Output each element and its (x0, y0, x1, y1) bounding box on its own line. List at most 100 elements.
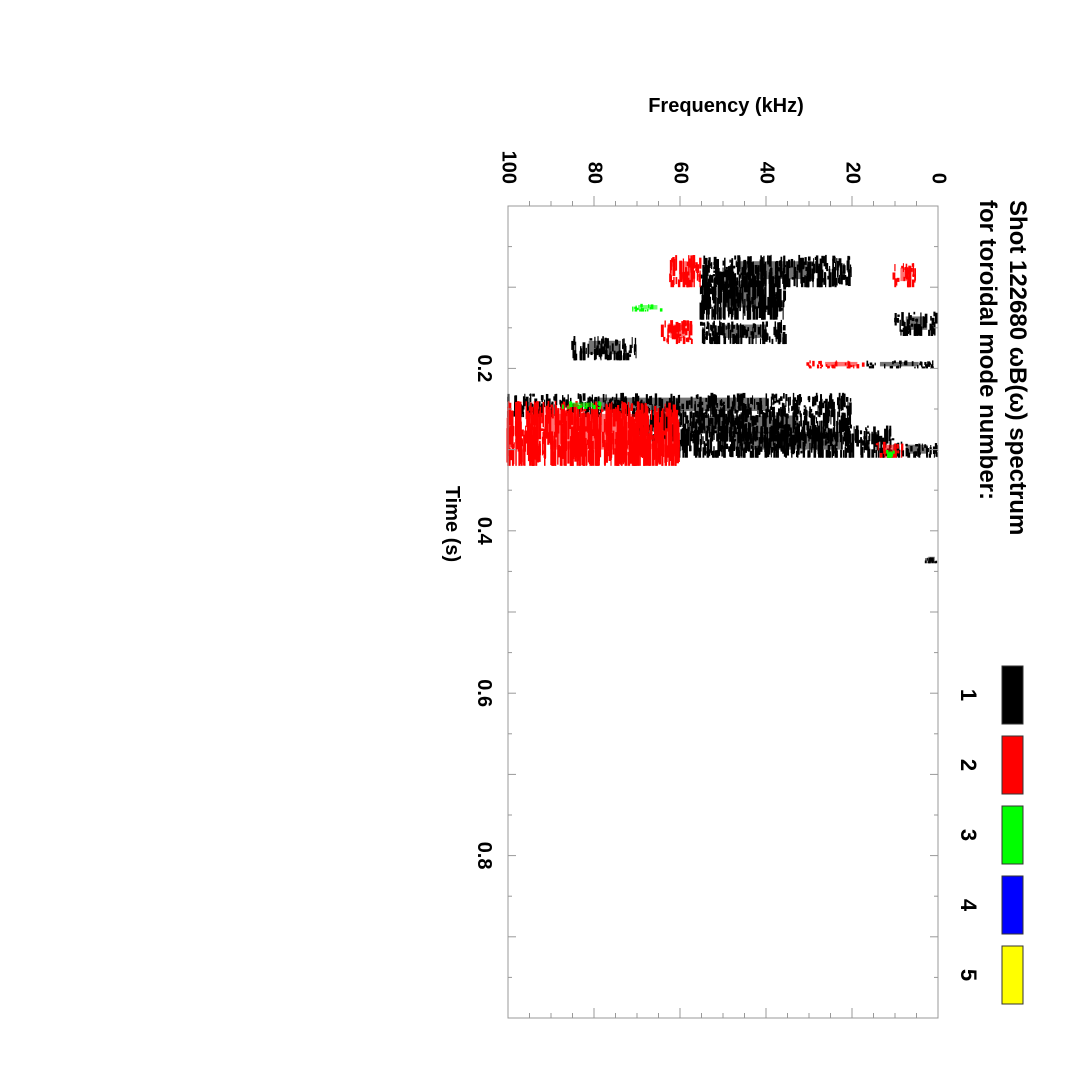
series-1-streak (822, 256, 825, 264)
series-1-streak (818, 433, 821, 449)
series-1-streak (775, 338, 777, 342)
series-1-streak (555, 394, 557, 399)
series-1-streak (747, 285, 751, 296)
series-1-streak (842, 450, 845, 458)
series-2-region (806, 360, 865, 369)
series-1-streak (931, 317, 935, 326)
series-1-streak (706, 425, 709, 429)
series-1-streak (807, 450, 810, 458)
series-2-streak (882, 441, 886, 451)
series-2-streak (574, 429, 578, 434)
series-1-streak (809, 409, 812, 418)
series-1-streak (928, 453, 932, 458)
series-1-streak (787, 413, 789, 419)
series-1-streak (814, 395, 817, 402)
series-1-streak (910, 446, 913, 452)
series-2-streak (853, 364, 855, 369)
series-1-streak (913, 311, 916, 315)
series-2-streak (619, 412, 622, 418)
series-1-streak (789, 396, 791, 406)
series-1-streak (703, 418, 705, 434)
series-3-streak (892, 450, 895, 454)
series-2-streak (627, 451, 631, 466)
series-1-streak (719, 335, 721, 345)
series-1-streak (819, 410, 821, 418)
series-2-streak (879, 452, 883, 458)
series-2-streak (685, 267, 687, 285)
series-1-streak (750, 450, 752, 458)
series-1-streak (725, 266, 728, 270)
series-1-streak (889, 365, 892, 369)
series-1-streak (681, 410, 683, 427)
series-1-streak (727, 431, 729, 442)
series-1-streak (771, 393, 774, 400)
series-1-streak (597, 336, 599, 349)
series-1-streak (700, 416, 704, 421)
series-2-streak (538, 443, 541, 456)
series-1-streak (743, 426, 745, 445)
series-1-streak (926, 557, 928, 561)
series-1-streak (752, 285, 755, 301)
series-2-streak (622, 408, 625, 418)
series-2-streak (633, 450, 637, 466)
series-2-streak (576, 404, 579, 431)
series-1-streak (665, 415, 668, 429)
series-1-streak (676, 398, 678, 407)
series-1-streak (932, 557, 934, 563)
series-1-streak (764, 441, 766, 453)
chart-title: Shot 122680 ωB(ω) spectrum (1004, 200, 1031, 535)
series-1-streak (793, 275, 796, 287)
series-1-streak (738, 400, 741, 411)
series-1-streak (755, 415, 759, 423)
series-1-streak (690, 432, 693, 440)
series-2-streak (894, 450, 898, 453)
series-2-streak (856, 364, 860, 369)
series-1-streak (822, 426, 824, 429)
series-1-streak (873, 434, 877, 444)
series-1-streak (765, 393, 768, 407)
series-1-streak (742, 393, 744, 401)
series-1-streak (704, 447, 707, 456)
series-1-streak (633, 346, 636, 353)
series-2-streak (902, 263, 904, 272)
series-1-streak (682, 451, 685, 458)
series-2-streak (553, 439, 557, 448)
series-2-streak (896, 444, 899, 449)
series-1-streak (867, 431, 870, 434)
series-2-streak (664, 444, 667, 463)
series-1-streak (845, 278, 847, 282)
series-1-streak (827, 444, 831, 458)
series-1-streak (919, 361, 922, 365)
series-2-streak (527, 447, 531, 461)
series-1-streak (777, 408, 781, 416)
series-2-streak (510, 410, 514, 430)
series-2-streak (848, 363, 851, 369)
series-2-streak (686, 323, 690, 331)
series-1-streak (710, 325, 713, 332)
series-1-streak (787, 430, 790, 434)
series-1-streak (772, 431, 774, 446)
series-1-streak (832, 268, 835, 286)
series-1-streak (605, 354, 609, 357)
series-2-streak (551, 436, 554, 466)
series-1-streak (658, 397, 662, 407)
series-2-streak (810, 366, 812, 369)
series-2-streak (675, 255, 678, 271)
series-2-streak (612, 408, 616, 427)
series-2-streak (656, 425, 660, 444)
series-1-streak (849, 444, 851, 458)
series-1-streak (911, 361, 914, 367)
series-1-streak (850, 267, 852, 278)
series-1-streak (846, 405, 850, 412)
series-1-streak (703, 425, 706, 431)
series-1-streak (713, 270, 716, 273)
series-2-streak (901, 265, 903, 269)
series-2-streak (668, 402, 671, 428)
series-1-streak (802, 261, 805, 269)
series-1-streak (798, 264, 801, 273)
series-2-streak (657, 448, 660, 460)
series-1-streak (803, 425, 805, 440)
series-2-streak (606, 420, 609, 430)
series-1-streak (532, 393, 535, 397)
series-2-streak (607, 412, 610, 415)
